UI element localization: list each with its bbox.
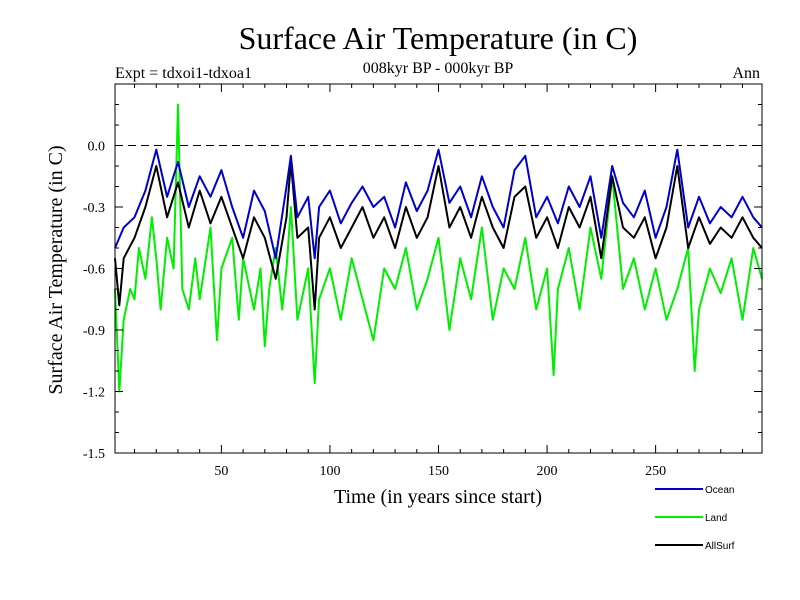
period-label: Ann [732,65,760,82]
x-tick-label: 50 [214,464,228,479]
y-tick-label: -1.2 [83,386,105,401]
legend-label-ocean: Ocean [705,485,734,496]
y-tick-label: 0.0 [88,140,106,155]
x-tick-label: 250 [645,464,666,479]
y-tick-label: -1.5 [83,447,105,462]
series-line-allsurf [114,160,763,311]
chart-subtitle: 008kyr BP - 000kyr BP [363,60,514,77]
x-tick-label: 200 [537,464,558,479]
legend-label-land: Land [705,513,727,524]
legend: Ocean Land AllSurf [655,485,735,552]
y-tick-label: -0.9 [83,324,105,339]
x-axis-label: Time (in years since start) [334,486,542,508]
y-tick-label: -0.6 [83,263,105,278]
chart-title: Surface Air Temperature (in C) [239,20,638,56]
y-axis-label: Surface Air Temperature (in C) [45,145,67,394]
series-line-ocean [114,148,763,260]
x-tick-label: 150 [428,464,449,479]
y-tick-label: -0.3 [83,201,105,216]
plot-area: -1.5 -1.2 -0.9 -0.6 -0.3 0.0 50 100 150 200 250 [83,83,763,479]
experiment-label: Expt = tdxoi1-tdxoa1 [115,65,252,82]
x-tick-label: 100 [319,464,340,479]
series-line-land [114,103,763,393]
legend-label-allsurf: AllSurf [705,541,735,552]
